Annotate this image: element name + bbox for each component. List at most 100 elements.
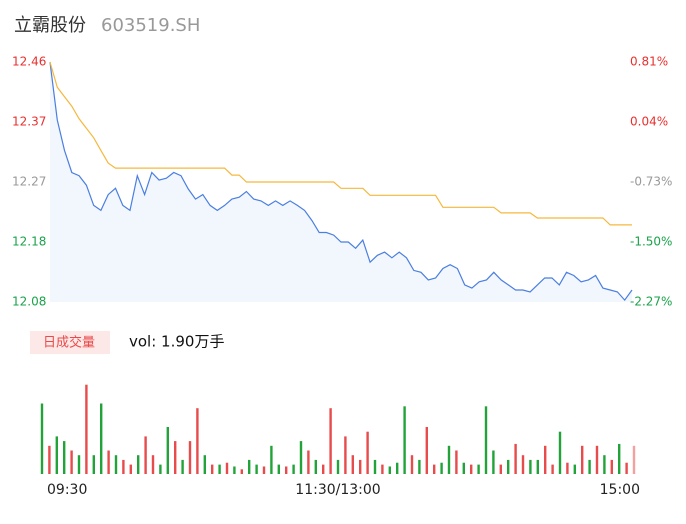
volume-bar — [63, 441, 66, 474]
volume-bar — [447, 445, 451, 474]
volume-bar — [107, 450, 110, 474]
volume-bar — [351, 455, 354, 474]
volume-bar — [440, 462, 443, 474]
volume-bar — [410, 455, 414, 474]
volume-bar — [166, 427, 169, 474]
volume-label-box — [30, 331, 110, 354]
volume-bar — [595, 445, 599, 474]
volume-bar — [48, 445, 51, 474]
volume-bar — [610, 459, 613, 474]
price-line — [49, 61, 633, 302]
y2-tick-label: -1.50% — [630, 235, 672, 249]
volume-bar — [262, 466, 266, 474]
price-area — [50, 62, 632, 302]
volume-bar — [603, 455, 606, 474]
y2-tick-label: 0.81% — [630, 55, 668, 69]
volume-bar — [366, 431, 369, 474]
volume-bar — [336, 459, 340, 474]
chart-subtitle: 603519.SH — [101, 15, 200, 36]
volume-bar — [359, 459, 362, 474]
y-tick-label: 12.27 — [12, 175, 46, 189]
volume-bar — [255, 464, 258, 474]
volume-bar — [499, 464, 502, 474]
volume-bar — [85, 384, 88, 474]
volume-bar — [381, 464, 384, 474]
volume-bar — [225, 462, 229, 474]
chart-title: 立霸股份 — [14, 15, 86, 36]
volume-bar — [388, 466, 391, 474]
volume-bar — [529, 459, 532, 474]
x-tick-label: 11:30/13:00 — [295, 482, 380, 498]
x-tick-label: 09:30 — [47, 482, 87, 498]
volume-bar — [470, 464, 473, 474]
volume-bar — [40, 403, 44, 474]
volume-bar — [129, 464, 132, 474]
volume-bar — [581, 445, 584, 474]
volume-bar — [462, 462, 465, 474]
volume-bar — [218, 464, 221, 474]
y-tick-label: 12.46 — [12, 55, 46, 69]
volume-bar — [403, 406, 406, 474]
volume-bar — [292, 464, 295, 474]
volume-bar — [566, 462, 569, 474]
volume-bar — [551, 464, 554, 474]
volume-title: 日成交量 — [43, 335, 95, 351]
volume-bar — [477, 464, 480, 474]
volume-bar — [418, 459, 421, 474]
volume-bar — [514, 443, 517, 474]
volume-bar — [151, 455, 155, 474]
volume-subtitle: vol: 1.90万手 — [129, 333, 224, 351]
volume-bar — [77, 455, 81, 474]
volume-bar — [92, 455, 95, 474]
volume-bar — [314, 459, 317, 474]
y-tick-label: 12.18 — [12, 235, 46, 249]
y2-tick-label: -0.73% — [630, 175, 672, 189]
y2-tick-label: -2.27% — [630, 295, 672, 309]
volume-bar — [277, 464, 280, 474]
volume-bar — [433, 464, 436, 474]
x-tick-label: 15:00 — [600, 482, 640, 498]
y-tick-label: 12.08 — [12, 295, 46, 309]
volume-bar — [196, 408, 199, 474]
volume-bar — [174, 441, 177, 474]
volume-bar — [344, 436, 347, 474]
volume-bar — [70, 450, 73, 474]
average-line — [49, 61, 632, 226]
volume-bar — [144, 436, 147, 474]
volume-bar — [625, 462, 628, 474]
volume-bar — [507, 459, 510, 474]
volume-bar — [455, 450, 458, 474]
volume-bar — [203, 455, 206, 474]
volume-bar — [240, 469, 243, 474]
volume-bar — [248, 459, 251, 474]
volume-bar — [181, 459, 184, 474]
volume-bar — [618, 443, 621, 474]
volume-bar — [632, 445, 636, 474]
volume-bar — [114, 455, 118, 474]
volume-bar — [159, 464, 162, 474]
volume-bar — [211, 464, 214, 474]
volume-bar — [188, 441, 192, 474]
volume-bar — [137, 455, 140, 474]
volume-bar — [573, 464, 576, 474]
volume-bar — [270, 445, 273, 474]
volume-bar — [536, 459, 539, 474]
volume-bar — [299, 441, 303, 474]
volume-bar — [492, 450, 495, 474]
volume-bar — [425, 427, 428, 474]
volume-bar — [307, 450, 310, 474]
volume-bar — [122, 459, 125, 474]
volume-bar — [100, 403, 103, 474]
volume-bar — [233, 466, 236, 474]
volume-bar — [55, 436, 58, 474]
volume-bar — [329, 408, 332, 474]
volume-bar — [484, 406, 488, 474]
volume-bar — [558, 431, 562, 474]
volume-bar — [285, 466, 288, 474]
volume-bar — [373, 459, 377, 474]
y2-tick-label: 0.04% — [630, 115, 668, 129]
volume-bar — [322, 464, 325, 474]
volume-bar — [588, 459, 591, 474]
